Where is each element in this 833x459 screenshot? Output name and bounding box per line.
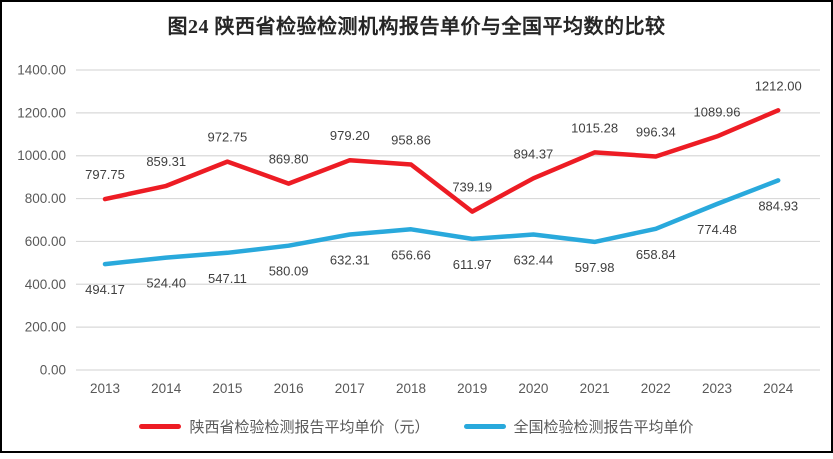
data-label: 739.19 [452,180,492,195]
x-axis-tick-label: 2013 [90,381,120,396]
data-label: 580.09 [269,264,309,279]
data-label: 972.75 [208,130,248,145]
data-label: 597.98 [575,260,615,275]
data-label: 797.75 [85,167,125,182]
y-axis-tick-label: 1000.00 [17,148,66,163]
series-line-1 [102,178,781,267]
chart-legend: 陕西省检验检测报告平均单价（元） 全国检验检测报告平均单价 [0,416,833,437]
legend-item-national: 全国检验检测报告平均单价 [463,416,694,437]
x-axis-tick-label: 2016 [274,381,304,396]
x-axis-tick-label: 2014 [151,381,182,396]
data-label: 632.31 [330,253,370,268]
x-axis-tick-label: 2017 [335,381,365,396]
data-label: 996.34 [636,125,676,140]
y-axis-tick-label: 200.00 [25,320,66,335]
data-label: 884.93 [758,198,798,213]
x-axis-tick-label: 2021 [580,381,610,396]
x-axis-tick-label: 2015 [212,381,242,396]
x-axis-tick-label: 2024 [763,381,794,396]
data-label: 958.86 [391,133,431,148]
data-label: 979.20 [330,128,370,143]
data-label: 547.11 [208,271,247,286]
x-axis-tick-label: 2019 [457,381,487,396]
data-label: 1015.28 [571,120,618,135]
data-label: 859.31 [146,154,186,169]
data-label: 656.66 [391,247,431,262]
chart-title: 图24 陕西省检验检测机构报告单价与全国平均数的比较 [167,16,666,38]
x-axis-tick-label: 2020 [518,381,548,396]
y-axis-tick-label: 0.00 [40,363,66,378]
data-label: 494.17 [85,282,125,297]
data-label: 524.40 [146,276,186,291]
data-label: 658.84 [636,247,676,262]
legend-item-shaanxi: 陕西省检验检测报告平均单价（元） [139,416,430,437]
national-series-line-swatch [463,424,506,429]
y-axis-tick-label: 600.00 [25,234,66,249]
data-label: 774.48 [697,222,737,237]
y-axis-tick-label: 1400.00 [17,63,66,78]
data-label: 611.97 [453,257,492,272]
shaanxi-series-line-swatch [139,424,182,429]
series-line-0 [102,108,781,214]
legend-label-shaanxi: 陕西省检验检测报告平均单价（元） [189,419,430,436]
y-axis-tick-label: 800.00 [25,191,66,206]
data-label: 1089.96 [694,104,741,119]
line-chart-plot-area: 0.00 200.00 400.00 600.00 800.00 1000.00 1200.… [17,63,820,396]
x-axis-tick-label: 2018 [396,381,426,396]
x-axis-tick-label: 2023 [702,381,732,396]
data-label: 1212.00 [755,78,802,93]
data-label: 894.37 [514,146,554,161]
data-label: 869.80 [269,152,309,167]
data-label: 632.44 [514,253,554,268]
y-axis-tick-label: 1200.00 [17,105,66,120]
legend-label-national: 全国检验检测报告平均单价 [513,419,694,436]
y-axis-tick-label: 400.00 [25,277,66,292]
x-axis-tick-label: 2022 [641,381,671,396]
